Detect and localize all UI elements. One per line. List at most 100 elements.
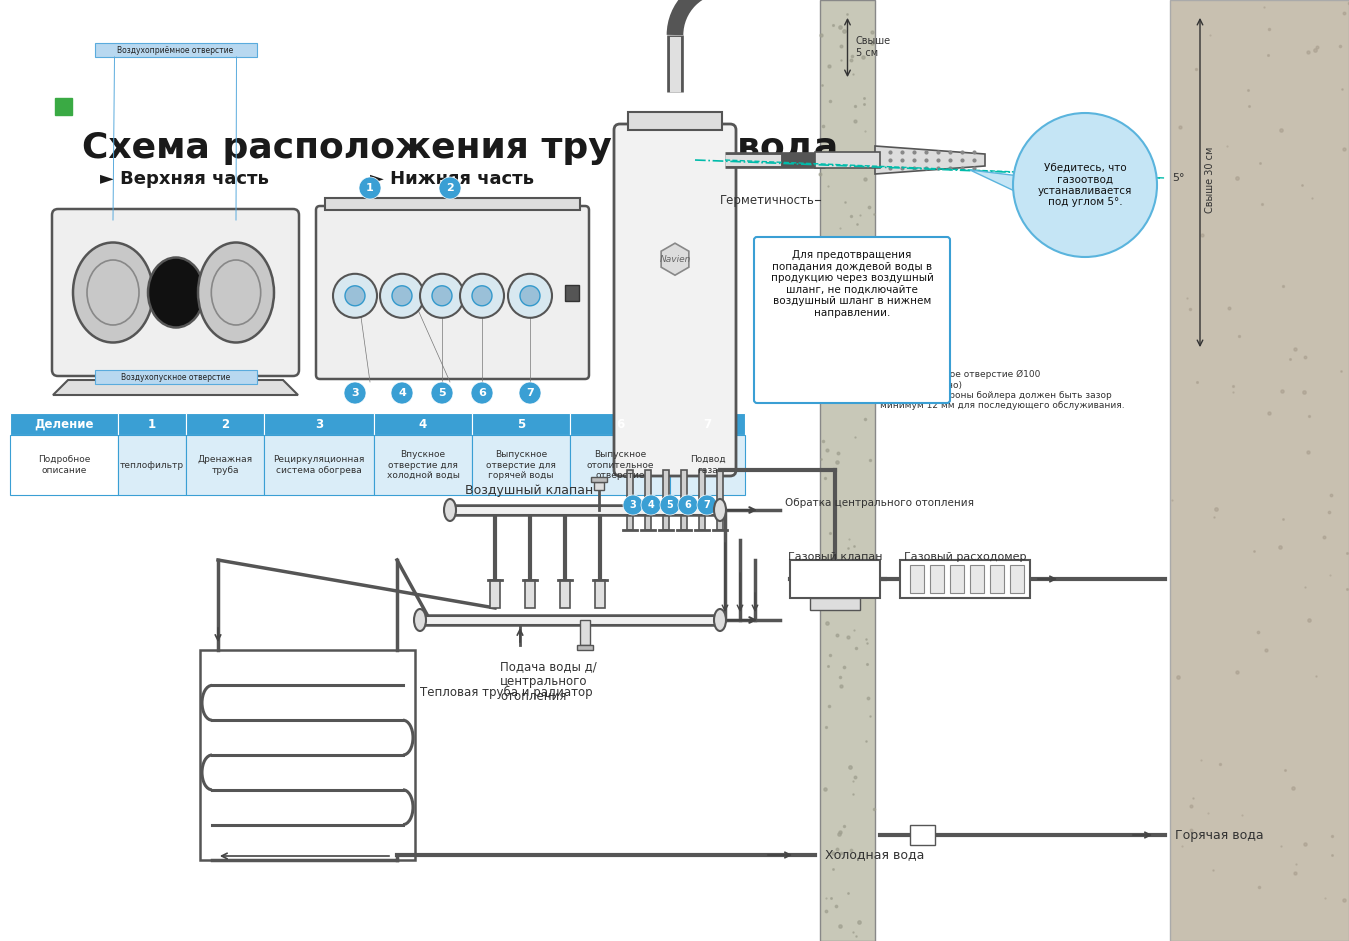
Text: теплофильтр: теплофильтр (120, 460, 183, 470)
Circle shape (333, 274, 376, 318)
Circle shape (660, 495, 680, 515)
Text: Для предотвращения
попадания дождевой воды в
продукцию через воздушный
шланг, не: Для предотвращения попадания дождевой во… (770, 250, 934, 318)
Bar (325, 198, 580, 210)
Bar (186, 435, 264, 495)
Ellipse shape (414, 609, 426, 631)
Text: 6: 6 (685, 500, 692, 510)
Bar (490, 580, 500, 608)
Bar (374, 435, 472, 495)
Bar (560, 580, 571, 608)
Bar (645, 470, 652, 530)
Bar (200, 650, 415, 860)
Text: Рециркуляционная
система обогрева: Рециркуляционная система обогрева (274, 455, 364, 474)
Text: 6: 6 (616, 418, 625, 430)
Text: 6: 6 (478, 388, 486, 398)
Text: Выпускное
отверстие для
горячей воды: Выпускное отверстие для горячей воды (486, 450, 556, 480)
Text: Убедитесь, что
газоотвод
устанавливается
под углом 5°.: Убедитесь, что газоотвод устанавливается… (1037, 163, 1132, 207)
Circle shape (380, 274, 424, 318)
Text: 5: 5 (666, 500, 673, 510)
Text: Подробное
описание: Подробное описание (38, 455, 90, 474)
Text: Воздухопускное отверстие: Воздухопускное отверстие (121, 373, 231, 381)
Bar (718, 470, 723, 530)
Text: 5°: 5° (1172, 173, 1184, 183)
Bar (594, 482, 603, 490)
Circle shape (623, 495, 643, 515)
Circle shape (519, 382, 541, 404)
Ellipse shape (212, 260, 260, 325)
Bar (681, 470, 687, 530)
Text: Герметичность: Герметичность (720, 194, 815, 206)
Text: Деление: Деление (34, 418, 93, 430)
Bar (809, 598, 861, 610)
Bar (699, 470, 706, 530)
Bar (911, 825, 935, 845)
Text: 2: 2 (221, 418, 229, 430)
Ellipse shape (73, 243, 152, 343)
Bar (629, 112, 722, 130)
Bar (662, 470, 669, 530)
Polygon shape (53, 380, 298, 395)
Circle shape (420, 274, 464, 318)
Bar (94, 43, 256, 57)
Bar (670, 413, 745, 435)
Bar (525, 580, 536, 608)
Bar (820, 0, 876, 941)
Text: 3: 3 (314, 418, 322, 430)
Bar (9, 435, 117, 495)
Bar (94, 370, 256, 384)
Text: 4: 4 (420, 418, 428, 430)
Text: Выпускное
отопительное
отверстие: Выпускное отопительное отверстие (587, 450, 654, 480)
Bar (472, 435, 571, 495)
Bar (900, 560, 1031, 598)
FancyBboxPatch shape (316, 206, 590, 379)
Ellipse shape (714, 499, 726, 521)
FancyBboxPatch shape (754, 237, 950, 403)
Bar (970, 565, 983, 593)
Ellipse shape (714, 609, 726, 631)
Bar (627, 470, 633, 530)
Text: Обратка центрального отопления: Обратка центрального отопления (785, 498, 974, 508)
Circle shape (438, 177, 461, 199)
Bar (264, 413, 374, 435)
Ellipse shape (86, 260, 139, 325)
Text: Воздушный клапан: Воздушный клапан (465, 484, 594, 497)
Polygon shape (876, 146, 985, 174)
Bar (580, 620, 590, 645)
Circle shape (359, 177, 380, 199)
Text: Дренажная
труба: Дренажная труба (197, 455, 252, 474)
Text: Свыше 30 см: Свыше 30 см (1205, 147, 1215, 214)
Circle shape (430, 382, 453, 404)
Text: Горячая вода: Горячая вода (1175, 828, 1264, 841)
Circle shape (391, 382, 413, 404)
Text: 1: 1 (366, 183, 374, 193)
Circle shape (460, 274, 505, 318)
Bar (565, 284, 579, 300)
FancyBboxPatch shape (614, 124, 737, 476)
Circle shape (697, 495, 718, 515)
Text: 2: 2 (447, 183, 453, 193)
Bar (577, 645, 594, 650)
Text: Газовый клапан: Газовый клапан (788, 552, 882, 562)
Bar (911, 565, 924, 593)
Text: Холодная вода: Холодная вода (826, 849, 924, 862)
Bar (117, 413, 186, 435)
Circle shape (1013, 113, 1157, 257)
Text: 3: 3 (351, 388, 359, 398)
Bar (950, 565, 965, 593)
Text: 5: 5 (517, 418, 525, 430)
Bar (9, 413, 117, 435)
Bar (55, 98, 71, 115)
Bar (374, 413, 472, 435)
Text: 7: 7 (526, 388, 534, 398)
Text: Впускное
отверстие для
холодной воды: Впускное отверстие для холодной воды (387, 450, 460, 480)
Bar (264, 435, 374, 495)
Polygon shape (661, 243, 689, 275)
Text: Свыше
5 см: Свыше 5 см (855, 36, 890, 57)
Text: 4: 4 (648, 500, 654, 510)
Text: 4: 4 (398, 388, 406, 398)
Text: 7: 7 (703, 418, 711, 430)
Bar (929, 565, 944, 593)
Text: 3: 3 (630, 500, 637, 510)
Text: 5: 5 (438, 388, 445, 398)
Text: 7: 7 (704, 500, 711, 510)
